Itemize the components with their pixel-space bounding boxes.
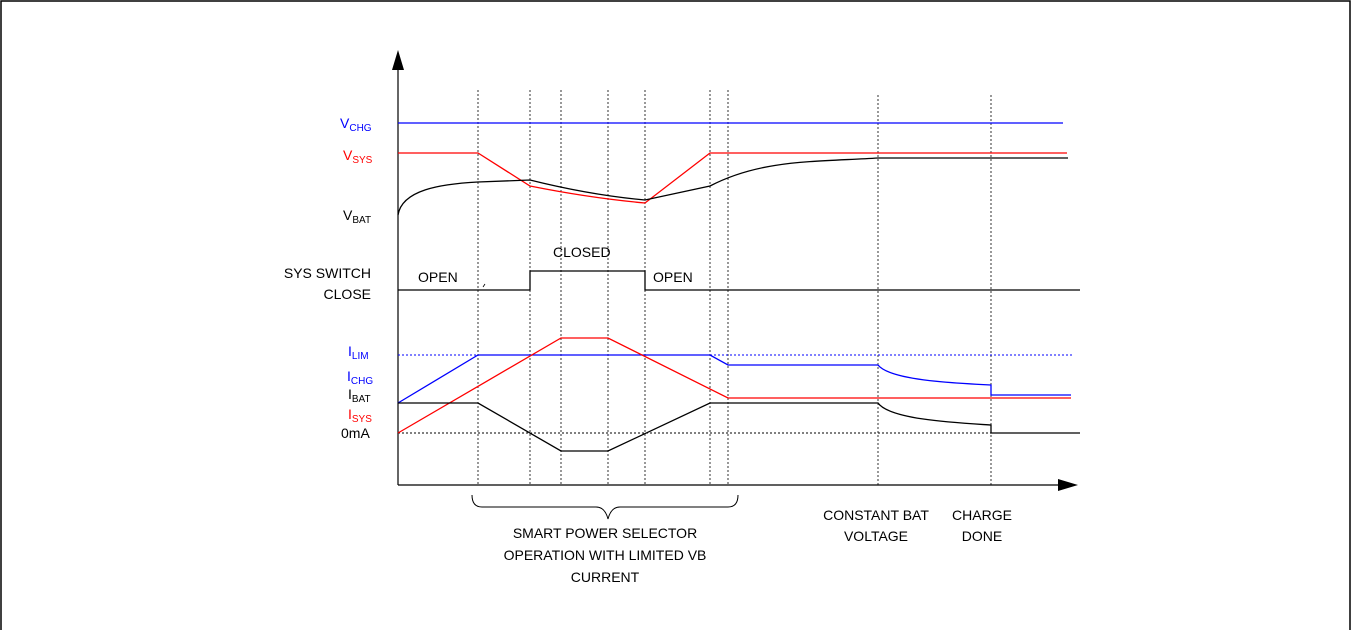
ilim-label-main: I bbox=[348, 343, 352, 359]
axes bbox=[392, 50, 1078, 491]
sys-switch-trace bbox=[398, 270, 1080, 291]
switch-state-open-1: OPEN bbox=[418, 269, 458, 285]
ichg-trace bbox=[397, 354, 1071, 404]
ibat-trace bbox=[398, 402, 1080, 452]
vchg-label-sub: CHG bbox=[349, 123, 371, 134]
phase-charge-done-line2: DONE bbox=[962, 528, 1002, 544]
zero-ma-label: 0mA bbox=[341, 425, 370, 441]
isys-trace bbox=[397, 337, 1071, 434]
phase-brace bbox=[471, 494, 739, 520]
ibat-label-sub: BAT bbox=[352, 394, 371, 405]
phase-smart-power-line3: CURRENT bbox=[571, 569, 640, 585]
phase-charge-done-line1: CHARGE bbox=[952, 507, 1012, 523]
ichg-label: ICHG bbox=[347, 368, 373, 387]
phase-constant-bat-line1: CONSTANT BAT bbox=[823, 507, 929, 523]
vchg-label-main: V bbox=[340, 115, 350, 131]
sys-switch-label-line1: SYS SWITCH bbox=[284, 265, 371, 281]
vbat-label: VBAT bbox=[343, 207, 371, 226]
ibat-label: IBAT bbox=[348, 386, 371, 405]
ilim-label-sub: LIM bbox=[352, 351, 369, 362]
isys-label: ISYS bbox=[348, 406, 372, 425]
ichg-label-sub: CHG bbox=[351, 376, 373, 387]
vbat-label-sub: BAT bbox=[352, 215, 371, 226]
phase-smart-power-line1: SMART POWER SELECTOR bbox=[513, 525, 697, 541]
phase-constant-bat-line2: VOLTAGE bbox=[844, 528, 908, 544]
ibat-label-main: I bbox=[348, 386, 352, 402]
vsys-label-sub: SYS bbox=[352, 155, 372, 166]
ichg-label-main: I bbox=[347, 368, 351, 384]
tick-mark bbox=[482, 283, 486, 288]
vsys-label-main: V bbox=[343, 147, 353, 163]
sys-switch-label-line2: CLOSE bbox=[324, 286, 371, 302]
isys-label-sub: SYS bbox=[352, 414, 372, 425]
ilim-label: ILIM bbox=[348, 343, 369, 362]
phase-smart-power-line2: OPERATION WITH LIMITED VB bbox=[504, 547, 707, 563]
vbat-trace bbox=[397, 157, 1068, 216]
switch-state-closed: CLOSED bbox=[553, 244, 611, 260]
switch-state-open-2: OPEN bbox=[653, 269, 693, 285]
x-axis-arrow bbox=[1058, 479, 1078, 491]
y-axis-arrow bbox=[392, 50, 404, 70]
isys-label-main: I bbox=[348, 406, 352, 422]
vsys-label: VSYS bbox=[343, 147, 373, 166]
event-markers bbox=[477, 90, 992, 485]
vbat-label-main: V bbox=[343, 207, 353, 223]
vchg-label: VCHG bbox=[340, 115, 372, 134]
vsys-trace bbox=[398, 152, 1067, 204]
